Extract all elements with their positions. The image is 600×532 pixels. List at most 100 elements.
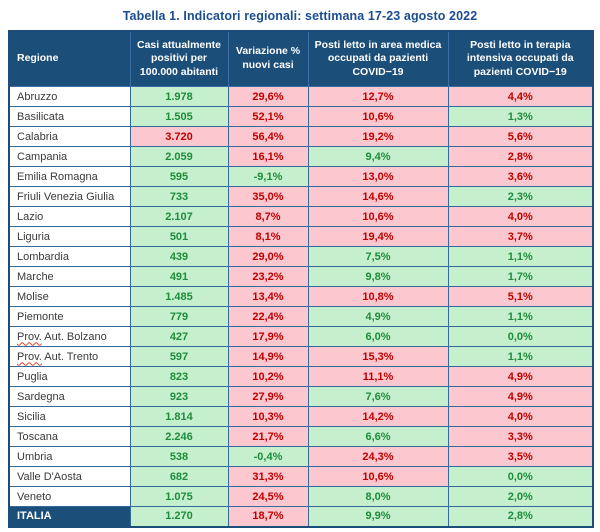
area-medica-cell: 9,9%: [307, 506, 449, 527]
area-medica-cell: 10,6%: [307, 206, 449, 227]
region-name: Marche: [8, 266, 131, 287]
casi-positivi-cell: 1.814: [129, 406, 229, 427]
area-medica-cell: 11,1%: [307, 366, 449, 387]
variazione-cell: 21,7%: [227, 426, 309, 447]
area-medica-cell: 14,2%: [307, 406, 449, 427]
region-name: Toscana: [8, 426, 131, 447]
region-name: Emilia Romagna: [8, 166, 131, 187]
casi-positivi-cell: 1.978: [129, 86, 229, 107]
total-row: ITALIA 1.270 18,7% 9,9% 2,8%: [8, 506, 594, 527]
terapia-intensiva-cell: 5,1%: [447, 286, 594, 307]
area-medica-cell: 7,6%: [307, 386, 449, 407]
table-row: Lombardia 439 29,0% 7,5% 1,1%: [8, 246, 594, 267]
column-header-casi-positivi: Casi attualmente positivi per 100.000 ab…: [129, 30, 229, 87]
casi-positivi-cell: 538: [129, 446, 229, 467]
terapia-intensiva-cell: 5,6%: [447, 126, 594, 147]
table-row: Campania 2.059 16,1% 9,4% 2,8%: [8, 146, 594, 167]
region-name: Sicilia: [8, 406, 131, 427]
variazione-cell: 23,2%: [227, 266, 309, 287]
terapia-intensiva-cell: 4,0%: [447, 206, 594, 227]
table-row: Prov. Aut. Bolzano 427 17,9% 6,0% 0,0%: [8, 326, 594, 347]
area-medica-cell: 4,9%: [307, 306, 449, 327]
variazione-cell: 22,4%: [227, 306, 309, 327]
variazione-cell: 31,3%: [227, 466, 309, 487]
table-row: Toscana 2.246 21,7% 6,6% 3,3%: [8, 426, 594, 447]
terapia-intensiva-cell: 0,0%: [447, 466, 594, 487]
area-medica-cell: 19,4%: [307, 226, 449, 247]
variazione-cell: 35,0%: [227, 186, 309, 207]
casi-positivi-cell: 439: [129, 246, 229, 267]
table-row: Prov. Aut. Trento 597 14,9% 15,3% 1,1%: [8, 346, 594, 367]
casi-positivi-cell: 682: [129, 466, 229, 487]
casi-positivi-cell: 1.485: [129, 286, 229, 307]
table-row: Abruzzo 1.978 29,6% 12,7% 4,4%: [8, 86, 594, 107]
terapia-intensiva-cell: 1,7%: [447, 266, 594, 287]
casi-positivi-cell: 923: [129, 386, 229, 407]
region-name: Friuli Venezia Giulia: [8, 186, 131, 207]
table-body: Abruzzo 1.978 29,6% 12,7% 4,4% Basilicata 1.50…: [8, 86, 594, 527]
casi-positivi-cell: 3.720: [129, 126, 229, 147]
area-medica-cell: 7,5%: [307, 246, 449, 267]
variazione-cell: 17,9%: [227, 326, 309, 347]
table-header: Regione Casi attualmente positivi per 10…: [8, 30, 594, 87]
area-medica-cell: 13,0%: [307, 166, 449, 187]
table-row: Valle D'Aosta 682 31,3% 10,6% 0,0%: [8, 466, 594, 487]
terapia-intensiva-cell: 3,7%: [447, 226, 594, 247]
table-row: Umbria 538 -0,4% 24,3% 3,5%: [8, 446, 594, 467]
variazione-cell: 29,6%: [227, 86, 309, 107]
area-medica-cell: 10,6%: [307, 106, 449, 127]
variazione-cell: 52,1%: [227, 106, 309, 127]
variazione-cell: 13,4%: [227, 286, 309, 307]
region-name: Puglia: [8, 366, 131, 387]
terapia-intensiva-cell: 0,0%: [447, 326, 594, 347]
casi-positivi-cell: 1.505: [129, 106, 229, 127]
table-row: Calabria 3.720 56,4% 19,2% 5,6%: [8, 126, 594, 147]
region-name: Piemonte: [8, 306, 131, 327]
area-medica-cell: 19,2%: [307, 126, 449, 147]
variazione-cell: 8,7%: [227, 206, 309, 227]
casi-positivi-cell: 595: [129, 166, 229, 187]
table-row: Molise 1.485 13,4% 10,8% 5,1%: [8, 286, 594, 307]
terapia-intensiva-cell: 1,3%: [447, 106, 594, 127]
table-row: Lazio 2.107 8,7% 10,6% 4,0%: [8, 206, 594, 227]
spellcheck-underline: Prov.: [17, 350, 42, 363]
terapia-intensiva-cell: 4,9%: [447, 386, 594, 407]
area-medica-cell: 8,0%: [307, 486, 449, 507]
area-medica-cell: 10,6%: [307, 466, 449, 487]
variazione-cell: -9,1%: [227, 166, 309, 187]
variazione-cell: -0,4%: [227, 446, 309, 467]
region-name: Prov. Aut. Trento: [8, 346, 131, 367]
casi-positivi-cell: 823: [129, 366, 229, 387]
region-name: Lombardia: [8, 246, 131, 267]
region-name: Veneto: [8, 486, 131, 507]
variazione-cell: 24,5%: [227, 486, 309, 507]
table-row: Puglia 823 10,2% 11,1% 4,9%: [8, 366, 594, 387]
casi-positivi-cell: 1.075: [129, 486, 229, 507]
table-row: Liguria 501 8,1% 19,4% 3,7%: [8, 226, 594, 247]
region-name: Campania: [8, 146, 131, 167]
region-name: ITALIA: [8, 506, 131, 527]
indicators-table: Regione Casi attualmente positivi per 10…: [8, 30, 594, 528]
region-name: Liguria: [8, 226, 131, 247]
casi-positivi-cell: 2.059: [129, 146, 229, 167]
terapia-intensiva-cell: 2,3%: [447, 186, 594, 207]
area-medica-cell: 14,6%: [307, 186, 449, 207]
terapia-intensiva-cell: 3,6%: [447, 166, 594, 187]
table-row: Piemonte 779 22,4% 4,9% 1,1%: [8, 306, 594, 327]
region-name: Prov. Aut. Bolzano: [8, 326, 131, 347]
area-medica-cell: 15,3%: [307, 346, 449, 367]
column-header-posti-letto-area-medica: Posti letto in area medica occupati da p…: [307, 30, 449, 87]
terapia-intensiva-cell: 1,1%: [447, 346, 594, 367]
table-row: Marche 491 23,2% 9,8% 1,7%: [8, 266, 594, 287]
terapia-intensiva-cell: 3,5%: [447, 446, 594, 467]
variazione-cell: 18,7%: [227, 506, 309, 527]
region-name: Molise: [8, 286, 131, 307]
casi-positivi-cell: 491: [129, 266, 229, 287]
area-medica-cell: 12,7%: [307, 86, 449, 107]
casi-positivi-cell: 501: [129, 226, 229, 247]
column-header-variazione-nuovi-casi: Variazione % nuovi casi: [227, 30, 309, 87]
region-name: Valle D'Aosta: [8, 466, 131, 487]
terapia-intensiva-cell: 2,8%: [447, 146, 594, 167]
region-name: Abruzzo: [8, 86, 131, 107]
